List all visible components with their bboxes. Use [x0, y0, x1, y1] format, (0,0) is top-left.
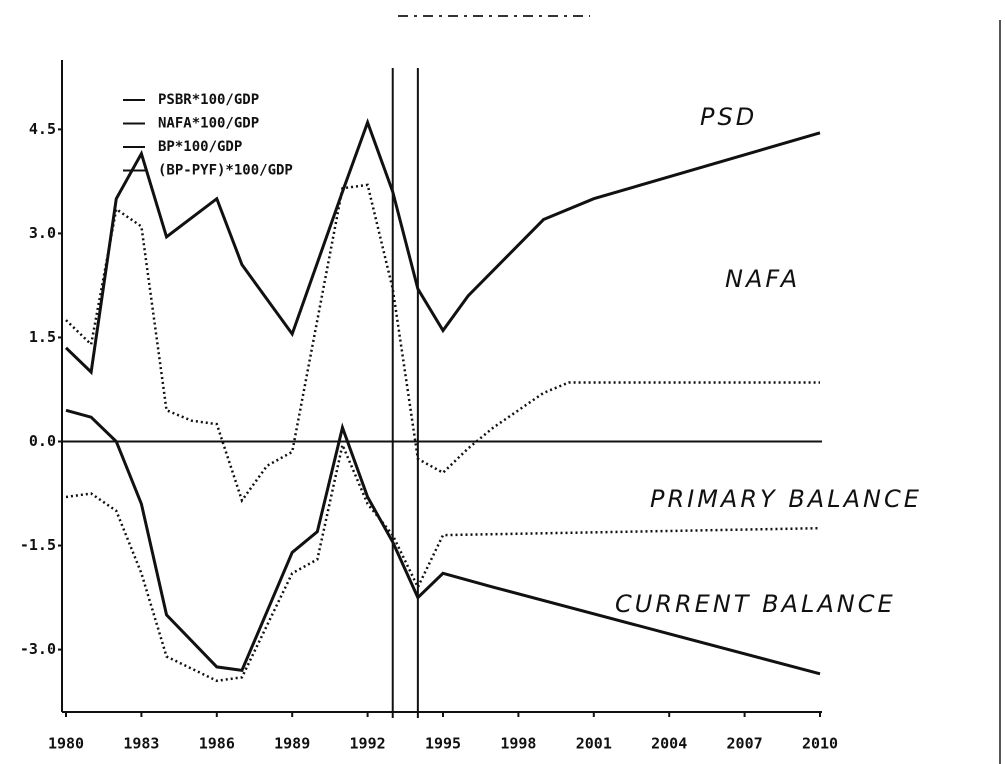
y-tick-label: -1.5 — [20, 536, 56, 554]
series-line — [65, 408, 821, 676]
y-tick-label: 4.5 — [29, 120, 56, 138]
y-tick-label: 0.0 — [29, 432, 56, 450]
annotation: PRIMARY BALANCE — [650, 485, 922, 513]
annotation: CURRENT BALANCE — [615, 590, 896, 618]
x-tick-label: 1986 — [199, 735, 235, 753]
x-tick-label: 1995 — [425, 735, 461, 753]
series-line — [65, 440, 821, 683]
y-tick-label: 1.5 — [29, 328, 56, 346]
legend-label: PSBR*100/GDP — [158, 92, 259, 108]
x-tick-label: 1998 — [500, 735, 536, 753]
legend-label: BP*100/GDP — [158, 139, 242, 155]
annotation: NAFA — [725, 265, 800, 293]
y-tick-label: -3.0 — [20, 640, 56, 658]
legend-label: NAFA*100/GDP — [158, 116, 259, 132]
legend-label: (BP-PYF)*100/GDP — [158, 163, 293, 179]
x-tick-label: 1992 — [350, 735, 386, 753]
x-tick-label: 1989 — [274, 735, 310, 753]
x-tick-label: 2001 — [576, 735, 612, 753]
x-tick-label: 2004 — [651, 735, 687, 753]
y-tick-label: 3.0 — [29, 224, 56, 242]
x-tick-label: 2007 — [727, 735, 763, 753]
annotation: PSD — [700, 103, 757, 131]
series-line — [65, 183, 820, 504]
series-line — [64, 118, 821, 376]
x-tick-label: 1980 — [48, 735, 84, 753]
x-tick-label: 2010 — [802, 735, 838, 753]
x-tick-label: 1983 — [123, 735, 159, 753]
